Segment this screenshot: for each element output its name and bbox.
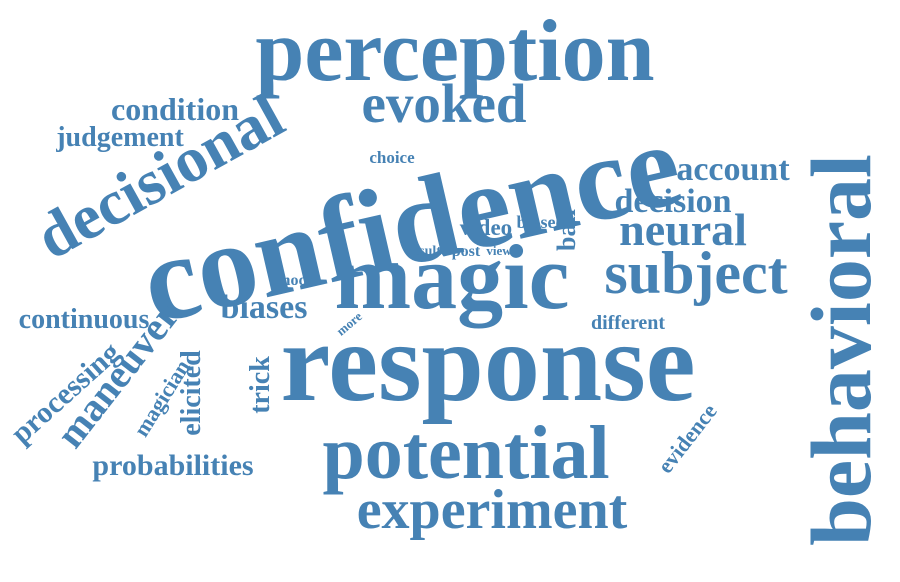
word-result: result (407, 244, 441, 259)
word-condition: condition (111, 91, 239, 127)
word-post: post (452, 243, 481, 260)
word-biased: biased (516, 212, 565, 232)
word-ball: ball (552, 209, 581, 251)
word-decision: decision (614, 183, 731, 220)
word-account: account (676, 151, 790, 188)
word-trick: trick (245, 356, 276, 414)
word-magic: magic (334, 226, 569, 328)
word-subject: subject (604, 240, 787, 306)
word-elicited: elicited (176, 350, 207, 436)
word-neural: neural (619, 204, 747, 255)
word-evoked: evoked (362, 73, 527, 134)
word-biases: biases (221, 289, 308, 326)
word-model: model (277, 272, 319, 289)
word-choice: choice (369, 148, 415, 167)
word-different: different (591, 312, 665, 334)
word-potential: potential (322, 411, 609, 495)
word-perception: perception (255, 3, 654, 100)
word-response: response (281, 301, 696, 425)
word-probabilities: probabilities (92, 449, 253, 482)
word-continuous: continuous (19, 304, 150, 335)
word-behavioral: behavioral (793, 154, 889, 546)
word-view: view (486, 243, 512, 258)
word-video: video (460, 215, 512, 240)
word-judgement: judgement (55, 122, 184, 153)
word-experiment: experiment (357, 479, 628, 541)
